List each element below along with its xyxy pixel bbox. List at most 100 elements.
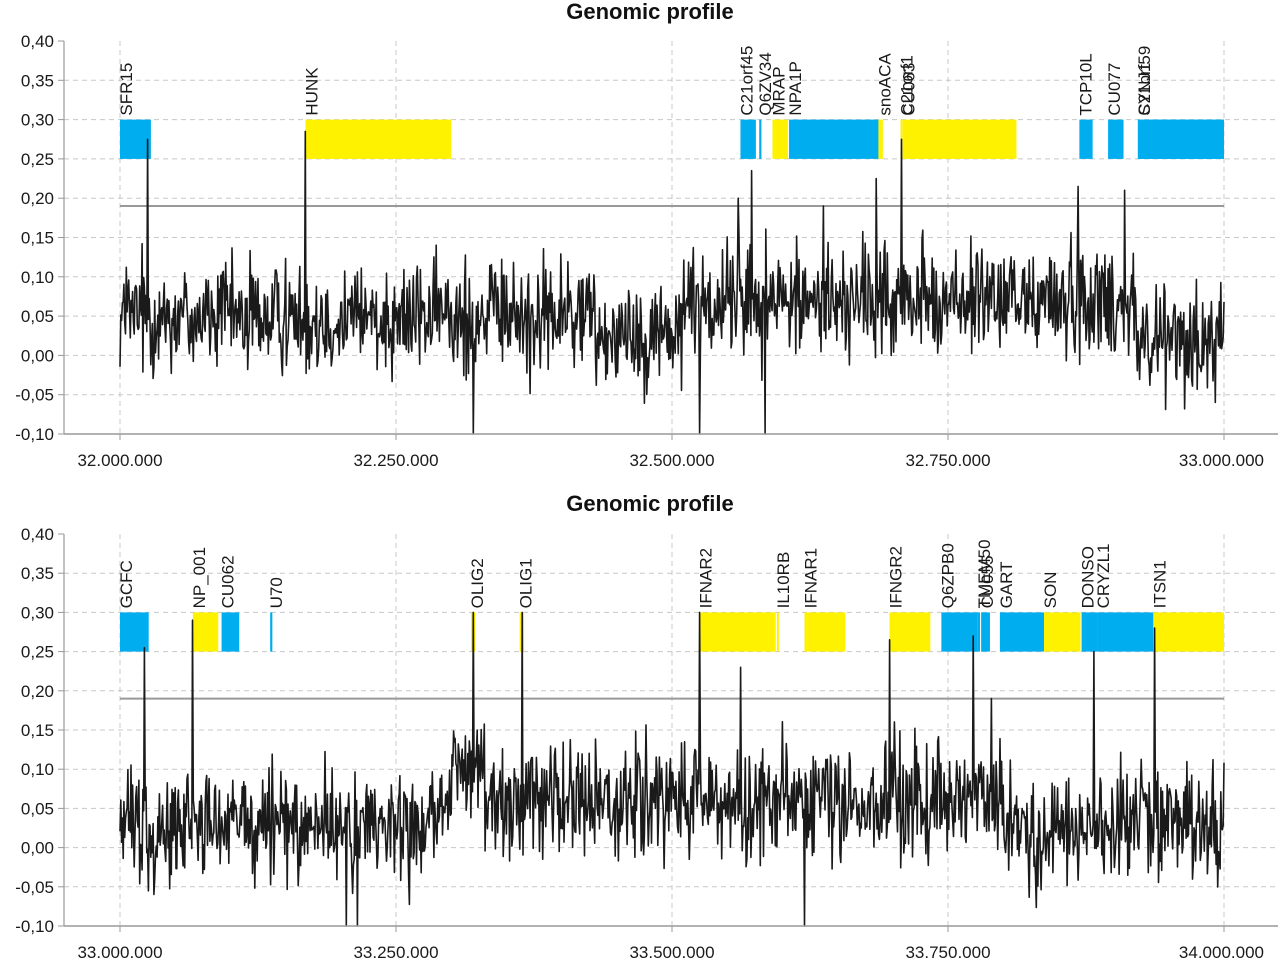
gene-label: C21orf1	[898, 55, 917, 115]
gene-label: SYNJ1	[1135, 63, 1154, 116]
gene-label: MRAP	[769, 66, 788, 115]
y-tick-label: 0,30	[21, 111, 54, 130]
gene-bar	[776, 612, 779, 652]
gene-bar	[789, 119, 879, 159]
y-tick-label: 0,35	[21, 564, 54, 583]
y-tick-label: 0,10	[21, 760, 54, 779]
gene-label: HUNK	[302, 67, 321, 116]
gene-label: IFNAR2	[697, 548, 716, 608]
x-tick-label: 33.250.000	[353, 943, 438, 960]
y-tick-label: 0,00	[21, 839, 54, 858]
gene-label: TMEM50	[975, 539, 994, 608]
gene-bar	[941, 612, 978, 652]
y-tick-label: 0,25	[21, 150, 54, 169]
gene-label: NPA1P	[786, 61, 805, 116]
gene-bar	[120, 612, 149, 652]
gene-label: C21orf45	[737, 46, 756, 116]
y-tick-label: 0,05	[21, 799, 54, 818]
gene-bar	[1044, 612, 1081, 652]
gene-bar	[772, 119, 788, 159]
gene-label: Q6ZPB0	[938, 543, 957, 608]
signal-layer	[119, 130, 1225, 435]
x-tick-label: 33.500.000	[629, 943, 714, 960]
y-tick-label: 0,30	[21, 603, 54, 622]
gene-bar	[221, 612, 240, 652]
gene-label: IFNGR2	[886, 546, 905, 608]
x-tick-label: 32.250.000	[353, 451, 438, 470]
gene-bar	[759, 119, 762, 159]
gene-label: Q6ZV34	[756, 52, 775, 115]
chart-title: Genomic profile	[566, 0, 733, 24]
gene-label: SFR15	[117, 63, 136, 116]
gene-label: U70	[267, 577, 286, 608]
gene-label: IFNAR1	[801, 548, 820, 608]
gene-label: NP_001	[190, 547, 209, 608]
gene-label: C21orf59	[1135, 46, 1154, 116]
gene-labels: GCFC NP_001 CU062 U70 OLIG2 OLIG1 IFNAR2 IL10RB…	[117, 539, 1169, 608]
x-tick-label: 33.000.000	[1179, 451, 1264, 470]
y-tick-label: 0,00	[21, 346, 54, 365]
gene-bar	[305, 119, 452, 159]
y-tick-label: -0,10	[15, 917, 54, 936]
gene-bar	[999, 612, 1045, 652]
chart-title: Genomic profile	[566, 491, 733, 516]
x-tick-label: 32.000.000	[77, 451, 162, 470]
gene-label: snoACA	[875, 53, 894, 116]
gene-label: GCFC	[117, 560, 136, 608]
gene-annotation-track	[120, 612, 1224, 652]
y-tick-label: 0,20	[21, 189, 54, 208]
y-tick-label: 0,25	[21, 643, 54, 662]
y-tick-label: 0,35	[21, 71, 54, 90]
signal-trace	[119, 130, 1225, 435]
gene-bar	[878, 119, 883, 159]
plot-axes	[58, 533, 1278, 932]
gene-bar	[981, 612, 990, 652]
gene-bar	[977, 612, 981, 652]
y-tick-label: 0,05	[21, 307, 54, 326]
y-tick-label: 0,40	[21, 32, 54, 51]
x-tick-label: 33.750.000	[905, 943, 990, 960]
y-tick-label: -0,05	[15, 386, 54, 405]
y-axis-tick-labels: 0,40 0,35 0,30 0,25 0,20 0,15 0,10 0,05 0,00 -0,0…	[15, 32, 54, 444]
gene-bar	[120, 119, 151, 159]
gene-label: CU077	[1105, 63, 1124, 116]
gene-label: CRYZL1	[1094, 544, 1113, 609]
gene-annotation-track	[120, 119, 1224, 159]
y-tick-label: -0,05	[15, 878, 54, 897]
gene-bar	[1153, 612, 1224, 652]
y-tick-label: -0,10	[15, 425, 54, 444]
gene-label: CU062	[219, 555, 238, 608]
grid-lines	[64, 41, 1278, 434]
y-tick-label: 0,15	[21, 229, 54, 248]
x-tick-label: 32.750.000	[905, 451, 990, 470]
y-tick-label: 0,10	[21, 268, 54, 287]
gene-label: ITSN1	[1150, 560, 1169, 608]
gene-bar	[1108, 119, 1124, 159]
gene-label: DONSO	[1079, 546, 1098, 608]
genomic-profile-chart-bottom: Genomic profile 0,40 0,35 0,30 0,25 0,20 0,15…	[15, 491, 1278, 960]
gene-label: SON	[1041, 572, 1060, 609]
gene-bar	[889, 612, 931, 652]
signal-layer	[119, 611, 1225, 927]
gene-bar	[740, 119, 756, 159]
gene-bar	[1097, 612, 1154, 652]
y-tick-label: 0,40	[21, 525, 54, 544]
gene-label: OLIG2	[468, 558, 487, 608]
x-axis-tick-labels: 32.000.000 32.250.000 32.500.000 32.750.000…	[77, 451, 1264, 470]
gene-bar	[1137, 119, 1224, 159]
x-axis-tick-labels: 33.000.000 33.250.000 33.500.000 33.750.000…	[77, 943, 1264, 960]
grid-lines	[64, 534, 1278, 926]
signal-trace	[119, 611, 1225, 927]
gene-bar	[270, 612, 273, 652]
gene-label: GART	[997, 561, 1016, 608]
gene-label: OLIG1	[517, 558, 536, 608]
gene-bar	[1081, 612, 1098, 652]
gene-bar	[1079, 119, 1093, 159]
gene-bar	[699, 612, 776, 652]
gene-bar	[902, 119, 1017, 159]
genomic-profile-chart-top: Genomic profile 0,40 0,35 0,30 0,25 0,20 0,15…	[15, 0, 1278, 470]
gene-label: IL10RB	[774, 552, 793, 609]
x-tick-label: 34.000.000	[1179, 943, 1264, 960]
